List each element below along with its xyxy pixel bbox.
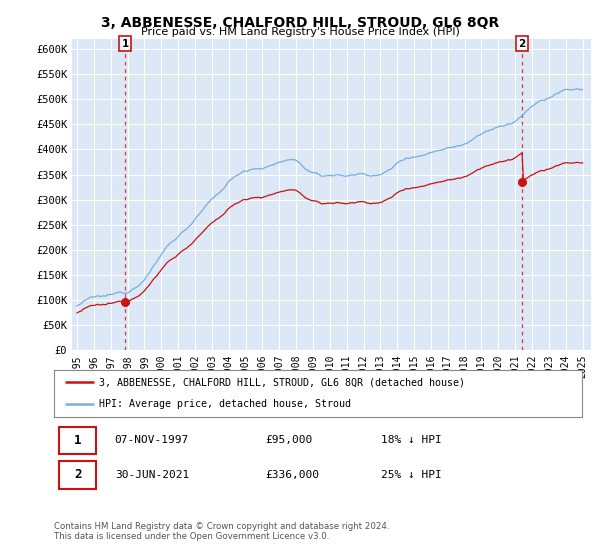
- Text: 30-JUN-2021: 30-JUN-2021: [115, 470, 189, 480]
- Text: 2: 2: [518, 39, 526, 49]
- FancyBboxPatch shape: [59, 427, 96, 454]
- Text: 3, ABBENESSE, CHALFORD HILL, STROUD, GL6 8QR (detached house): 3, ABBENESSE, CHALFORD HILL, STROUD, GL6…: [99, 377, 465, 388]
- Text: 1: 1: [121, 39, 129, 49]
- FancyBboxPatch shape: [59, 461, 96, 488]
- Text: 1: 1: [74, 433, 82, 447]
- Text: 18% ↓ HPI: 18% ↓ HPI: [382, 435, 442, 445]
- Text: Price paid vs. HM Land Registry's House Price Index (HPI): Price paid vs. HM Land Registry's House …: [140, 27, 460, 37]
- Text: HPI: Average price, detached house, Stroud: HPI: Average price, detached house, Stro…: [99, 399, 351, 409]
- Text: 07-NOV-1997: 07-NOV-1997: [115, 435, 189, 445]
- Text: 2: 2: [74, 468, 82, 482]
- Text: Contains HM Land Registry data © Crown copyright and database right 2024.
This d: Contains HM Land Registry data © Crown c…: [54, 522, 389, 542]
- Text: 3, ABBENESSE, CHALFORD HILL, STROUD, GL6 8QR: 3, ABBENESSE, CHALFORD HILL, STROUD, GL6…: [101, 16, 499, 30]
- Text: 25% ↓ HPI: 25% ↓ HPI: [382, 470, 442, 480]
- Text: £336,000: £336,000: [265, 470, 319, 480]
- Text: £95,000: £95,000: [265, 435, 313, 445]
